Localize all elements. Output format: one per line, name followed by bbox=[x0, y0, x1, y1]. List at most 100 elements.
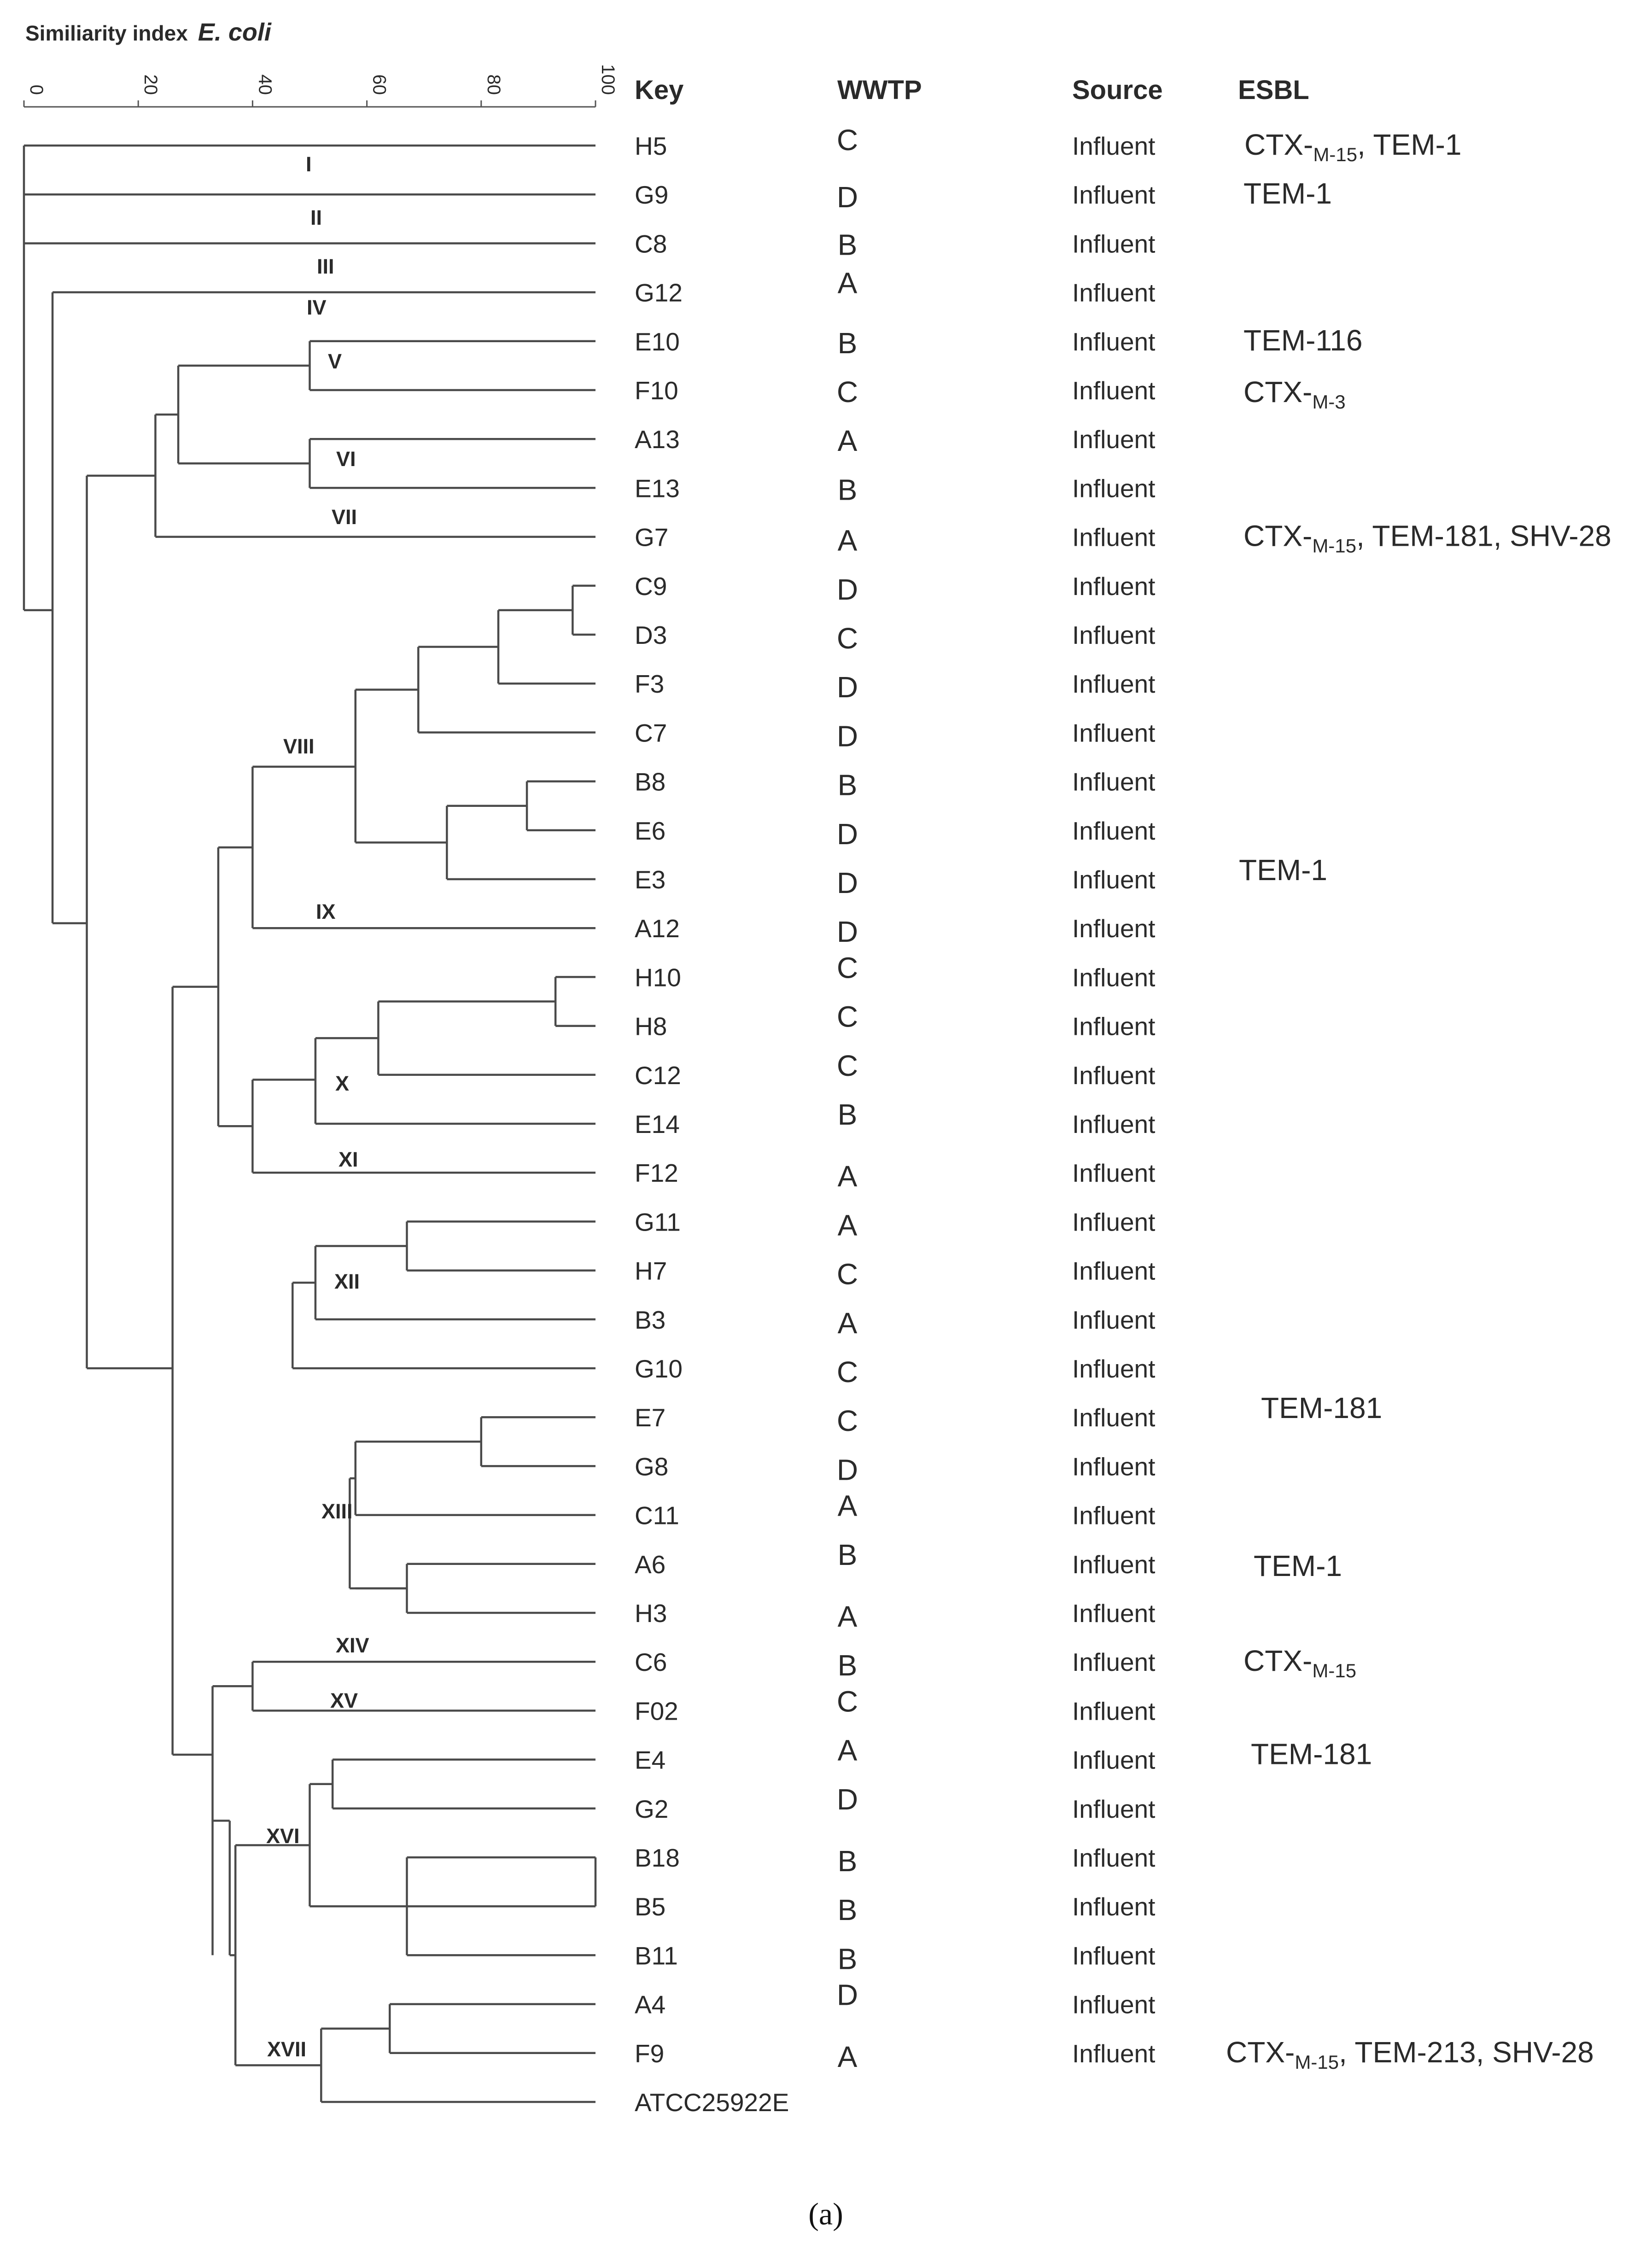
title-prefix: Similiarity index bbox=[25, 21, 188, 45]
row-wwtp: A bbox=[838, 2040, 858, 2073]
cluster-label: X bbox=[335, 1072, 349, 1095]
table-row: H5 C Influent CTX-M-15, TEM-1 bbox=[635, 123, 1461, 165]
row-key: ATCC25922E bbox=[635, 2088, 789, 2117]
esbl-variant: M-15 bbox=[1312, 1660, 1356, 1681]
row-wwtp: A bbox=[838, 524, 858, 557]
cluster-label: XIII bbox=[321, 1500, 353, 1523]
row-esbl: TEM-116 bbox=[1243, 324, 1362, 357]
row-source: Influent bbox=[1072, 1159, 1155, 1187]
table-row: H3 A Influent bbox=[635, 1599, 1155, 1633]
row-source: Influent bbox=[1072, 865, 1155, 894]
table-row: G2 D Influent bbox=[635, 1783, 1155, 1823]
esbl-variant: M-15 bbox=[1313, 144, 1357, 165]
row-key: C7 bbox=[635, 718, 667, 747]
row-wwtp: B bbox=[838, 228, 858, 261]
row-esbl: TEM-1 bbox=[1239, 853, 1327, 887]
cluster-label: XV bbox=[330, 1689, 358, 1712]
row-key: G12 bbox=[635, 279, 683, 307]
row-wwtp: A bbox=[838, 1489, 858, 1523]
row-source: Influent bbox=[1072, 718, 1155, 747]
row-source: Influent bbox=[1072, 1990, 1155, 2019]
table-row: E14 B Influent bbox=[635, 1098, 1155, 1138]
table-row: E7 C Influent TEM-181 bbox=[635, 1391, 1382, 1437]
figure-title: Similiarity index E. coli bbox=[25, 18, 272, 46]
row-key: C8 bbox=[635, 229, 667, 258]
esbl-variant: M-15 bbox=[1295, 2051, 1339, 2073]
table-row: B3 A Influent bbox=[635, 1306, 1155, 1340]
row-wwtp: B bbox=[838, 1893, 858, 1926]
row-wwtp: C bbox=[837, 1404, 858, 1437]
table-row: B5 B Influent bbox=[635, 1892, 1155, 1926]
row-source: Influent bbox=[1072, 1795, 1155, 1823]
row-wwtp: D bbox=[837, 573, 858, 606]
row-key: A12 bbox=[635, 914, 680, 943]
row-wwtp: C bbox=[837, 1685, 858, 1718]
row-source: Influent bbox=[1072, 1012, 1155, 1041]
row-source: Influent bbox=[1072, 523, 1155, 552]
table-row: B18 B Influent bbox=[635, 1844, 1155, 1878]
row-key: B18 bbox=[635, 1844, 680, 1872]
row-key: E6 bbox=[635, 817, 665, 845]
esbl-gene: CTX- bbox=[1244, 128, 1313, 161]
esbl-gene: CTX- bbox=[1226, 2036, 1295, 2069]
table-row: G7 A Influent CTX-M-15, TEM-181, SHV-28 bbox=[635, 519, 1611, 557]
esbl-gene: TEM-181 bbox=[1251, 1738, 1372, 1771]
row-esbl: CTX-M-15, TEM-1 bbox=[1244, 128, 1461, 165]
table-row: H7 C Influent bbox=[635, 1257, 1155, 1291]
cluster-label: VI bbox=[336, 447, 356, 471]
title-organism: E. coli bbox=[198, 18, 272, 46]
row-key: G8 bbox=[635, 1452, 668, 1481]
cluster-label: V bbox=[328, 350, 342, 373]
row-wwtp: C bbox=[837, 375, 858, 409]
row-key: B11 bbox=[635, 1941, 678, 1970]
row-esbl: TEM-1 bbox=[1254, 1549, 1342, 1582]
row-source: Influent bbox=[1072, 181, 1155, 209]
row-key: C9 bbox=[635, 572, 667, 601]
row-source: Influent bbox=[1072, 1892, 1155, 1921]
row-key: C12 bbox=[635, 1061, 681, 1090]
esbl-variant: M-3 bbox=[1312, 391, 1345, 413]
row-source: Influent bbox=[1072, 1061, 1155, 1090]
esbl-gene: TEM-1 bbox=[1239, 853, 1327, 887]
esbl-other-genes: , TEM-1 bbox=[1357, 128, 1461, 161]
row-key: F10 bbox=[635, 376, 678, 405]
row-source: Influent bbox=[1072, 376, 1155, 405]
header-esbl: ESBL bbox=[1238, 75, 1309, 105]
table-row: A12 D Influent bbox=[635, 914, 1155, 948]
dendrogram-tree bbox=[23, 144, 597, 2103]
table-row: G9 D Influent TEM-1 bbox=[635, 177, 1332, 214]
axis-tick-label: 40 bbox=[255, 75, 275, 95]
table-row: C7 D Influent bbox=[635, 718, 1155, 753]
row-source: Influent bbox=[1072, 572, 1155, 601]
row-key: G10 bbox=[635, 1354, 683, 1383]
header-source: Source bbox=[1072, 75, 1163, 105]
table-row: E13 B Influent bbox=[635, 473, 1155, 506]
row-source: Influent bbox=[1072, 1403, 1155, 1432]
esbl-gene: CTX- bbox=[1243, 375, 1312, 409]
row-wwtp: C bbox=[837, 951, 858, 984]
row-esbl: CTX-M-15, TEM-213, SHV-28 bbox=[1226, 2036, 1594, 2073]
row-source: Influent bbox=[1072, 914, 1155, 943]
figure-caption: (a) bbox=[808, 2196, 843, 2231]
cluster-label: XII bbox=[334, 1270, 360, 1293]
row-source: Influent bbox=[1072, 1746, 1155, 1774]
row-key: G2 bbox=[635, 1795, 668, 1823]
table-row: H10 C Influent bbox=[635, 951, 1155, 992]
table-row: F10 C Influent CTX-M-3 bbox=[635, 375, 1346, 413]
table-row: G11 A Influent bbox=[635, 1208, 1155, 1242]
row-source: Influent bbox=[1072, 1844, 1155, 1872]
row-source: Influent bbox=[1072, 132, 1155, 160]
table-row: C12 C Influent bbox=[635, 1049, 1155, 1090]
table-row: C11 A Influent bbox=[635, 1489, 1155, 1530]
row-wwtp: A bbox=[838, 424, 858, 457]
row-key: E14 bbox=[635, 1110, 680, 1138]
row-key: A4 bbox=[635, 1990, 665, 2019]
table-row: C8 B Influent bbox=[635, 228, 1155, 261]
table-row: E6 D Influent bbox=[635, 817, 1155, 851]
row-wwtp: A bbox=[838, 267, 858, 300]
row-source: Influent bbox=[1072, 963, 1155, 992]
row-key: G11 bbox=[635, 1208, 681, 1236]
row-esbl: CTX-M-15, TEM-181, SHV-28 bbox=[1243, 519, 1611, 557]
row-wwtp: B bbox=[838, 327, 858, 360]
row-wwtp: B bbox=[838, 769, 858, 802]
